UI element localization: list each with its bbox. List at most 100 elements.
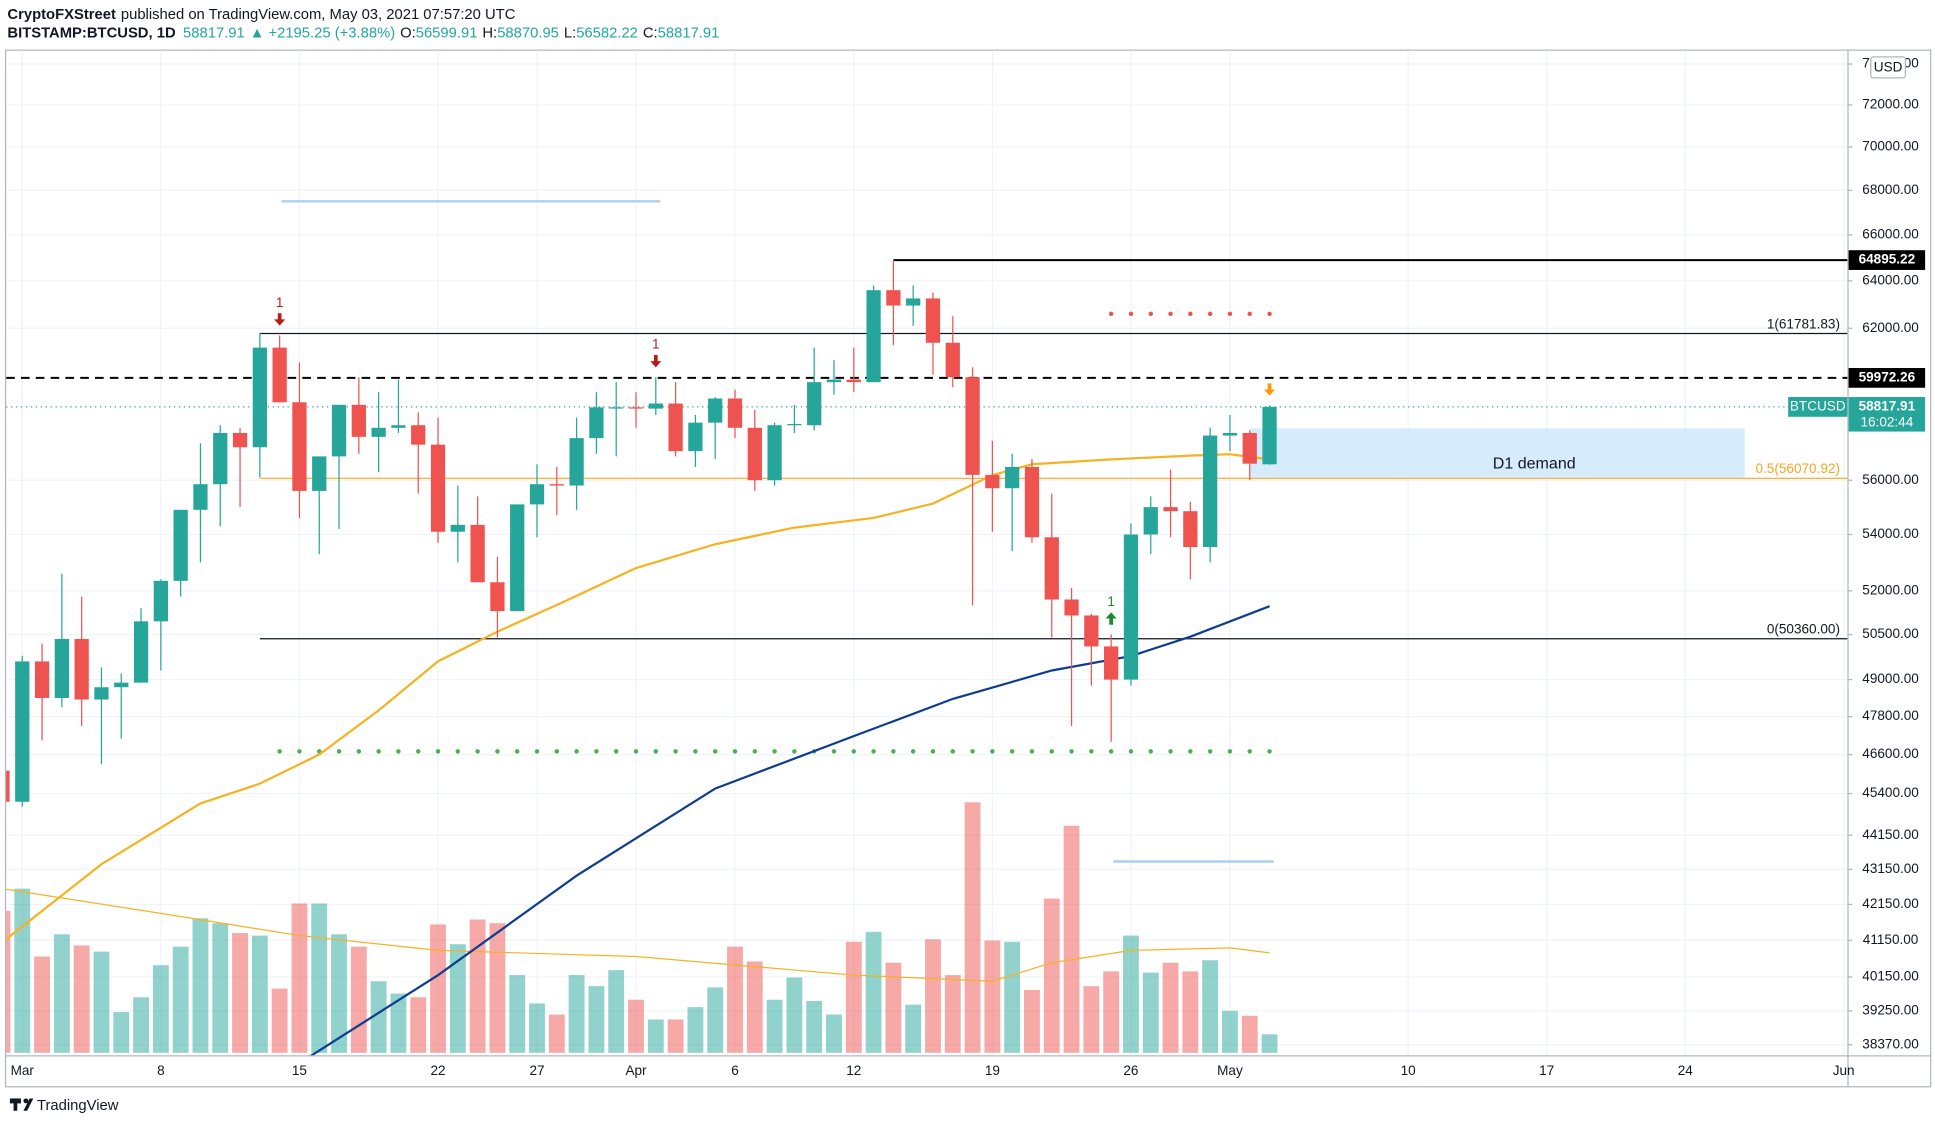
- symbol-label: BTCUSD: [1790, 398, 1846, 413]
- y-tick-label: 56000.00: [1862, 472, 1919, 487]
- volume-bar: [192, 918, 209, 1053]
- candle-body: [470, 524, 485, 583]
- indicator-dot: [732, 749, 738, 754]
- level-badge: [1848, 368, 1926, 388]
- volume-bar: [291, 903, 308, 1053]
- candle-body: [272, 347, 287, 403]
- volume-bar: [311, 903, 328, 1053]
- volume-bar: [212, 923, 229, 1053]
- y-tick-label: 62000.00: [1862, 320, 1919, 335]
- indicator-dot: [475, 749, 480, 754]
- volume-bar: [588, 986, 605, 1053]
- signal-label: 1: [276, 295, 284, 310]
- candle-body: [609, 407, 624, 409]
- signal-arrow: [1263, 383, 1276, 396]
- volume-bar: [885, 962, 902, 1053]
- candle-body: [1084, 615, 1099, 647]
- indicator-dot: [1069, 749, 1074, 754]
- x-tick-label: May: [1217, 1063, 1243, 1078]
- indicator-dot: [554, 749, 560, 754]
- logo-mark: [23, 1098, 34, 1111]
- volume-bar: [133, 997, 149, 1053]
- symbol-badge: [1788, 397, 1848, 417]
- volume-bar: [53, 934, 70, 1053]
- indicator-dot: [633, 749, 639, 754]
- indicator-dot: [1267, 749, 1272, 754]
- volume-bar: [1043, 898, 1060, 1053]
- indicator-dot: [950, 749, 955, 754]
- volume-bar: [172, 946, 189, 1053]
- indicator-dot: [1089, 749, 1094, 754]
- y-tick-label: 42150.00: [1862, 896, 1919, 911]
- volume-bar: [826, 1014, 842, 1053]
- y-tick-label: 64000.00: [1862, 272, 1919, 287]
- volume-bar: [430, 924, 446, 1053]
- countdown: 16:02:44: [1860, 415, 1913, 430]
- y-tick-label: 44150.00: [1862, 827, 1919, 842]
- volume-bar: [964, 802, 981, 1053]
- indicator-dot: [851, 749, 857, 754]
- indicator-dot: [495, 749, 500, 754]
- volume-bar: [786, 977, 803, 1053]
- y-tick-label: 66000.00: [1862, 226, 1919, 241]
- indicator-dot: [1148, 311, 1153, 317]
- candle-body: [213, 432, 228, 485]
- candle-body: [688, 422, 703, 452]
- indicator-dot: [990, 749, 995, 754]
- indicator-dot: [1148, 749, 1153, 754]
- volume-bar: [647, 1019, 664, 1053]
- candle-body: [807, 382, 822, 426]
- indicator-dot: [970, 749, 975, 754]
- indicator-dot: [1128, 311, 1134, 317]
- demand-zone: [1249, 428, 1745, 478]
- volume-bar: [608, 970, 625, 1053]
- candle-body: [1262, 406, 1277, 465]
- volume-bar: [746, 961, 763, 1053]
- candle-body: [668, 403, 683, 452]
- indicator-dot: [871, 749, 876, 754]
- currency-badge: [1870, 56, 1906, 79]
- volume-bar: [152, 965, 169, 1053]
- candle-body: [114, 682, 129, 688]
- candle-body: [826, 379, 842, 383]
- x-tick-label: 19: [985, 1063, 1000, 1078]
- volume-bar: [944, 975, 961, 1053]
- x-tick-label: 22: [430, 1063, 445, 1078]
- moving-average: [309, 605, 1270, 1056]
- candle-body: [1104, 646, 1119, 680]
- signal-arrow: [650, 354, 662, 368]
- indicator-dot: [772, 749, 777, 754]
- ohlc-key: C:: [643, 25, 658, 41]
- indicator-dot: [1188, 749, 1193, 754]
- y-tick-label: 72000.00: [1862, 97, 1919, 112]
- volume-bar: [1261, 1034, 1278, 1053]
- volume-bar: [905, 1004, 922, 1053]
- indicator-dot: [792, 749, 797, 754]
- ohlc-value: 56599.91: [416, 25, 478, 41]
- x-tick-label: 26: [1123, 1063, 1138, 1078]
- volume-bar: [1123, 935, 1139, 1053]
- candle-body: [6, 770, 10, 802]
- indicator-dot: [831, 749, 837, 754]
- candle-body: [708, 398, 723, 423]
- candle-body: [15, 661, 30, 802]
- indicator-dot: [297, 749, 302, 754]
- indicator-dot: [910, 749, 916, 754]
- level-label: 59972.26: [1859, 369, 1916, 384]
- level-label: 64895.22: [1859, 252, 1916, 267]
- indicator-dot: [534, 749, 540, 754]
- indicator-dot: [1227, 749, 1233, 754]
- candle-body: [490, 582, 505, 612]
- candle-body: [371, 427, 386, 437]
- level-label: 1(61781.83): [1767, 316, 1840, 331]
- candle-body: [94, 687, 109, 700]
- indicator-dot: [930, 749, 936, 754]
- volume-bar: [1202, 960, 1219, 1053]
- signal-label: 1: [1107, 594, 1115, 609]
- indicator-dot: [1207, 311, 1213, 317]
- grid: [6, 50, 1848, 1056]
- x-tick-label: Mar: [11, 1063, 35, 1078]
- candle-body: [510, 504, 525, 612]
- x-tick-label: 27: [529, 1063, 544, 1078]
